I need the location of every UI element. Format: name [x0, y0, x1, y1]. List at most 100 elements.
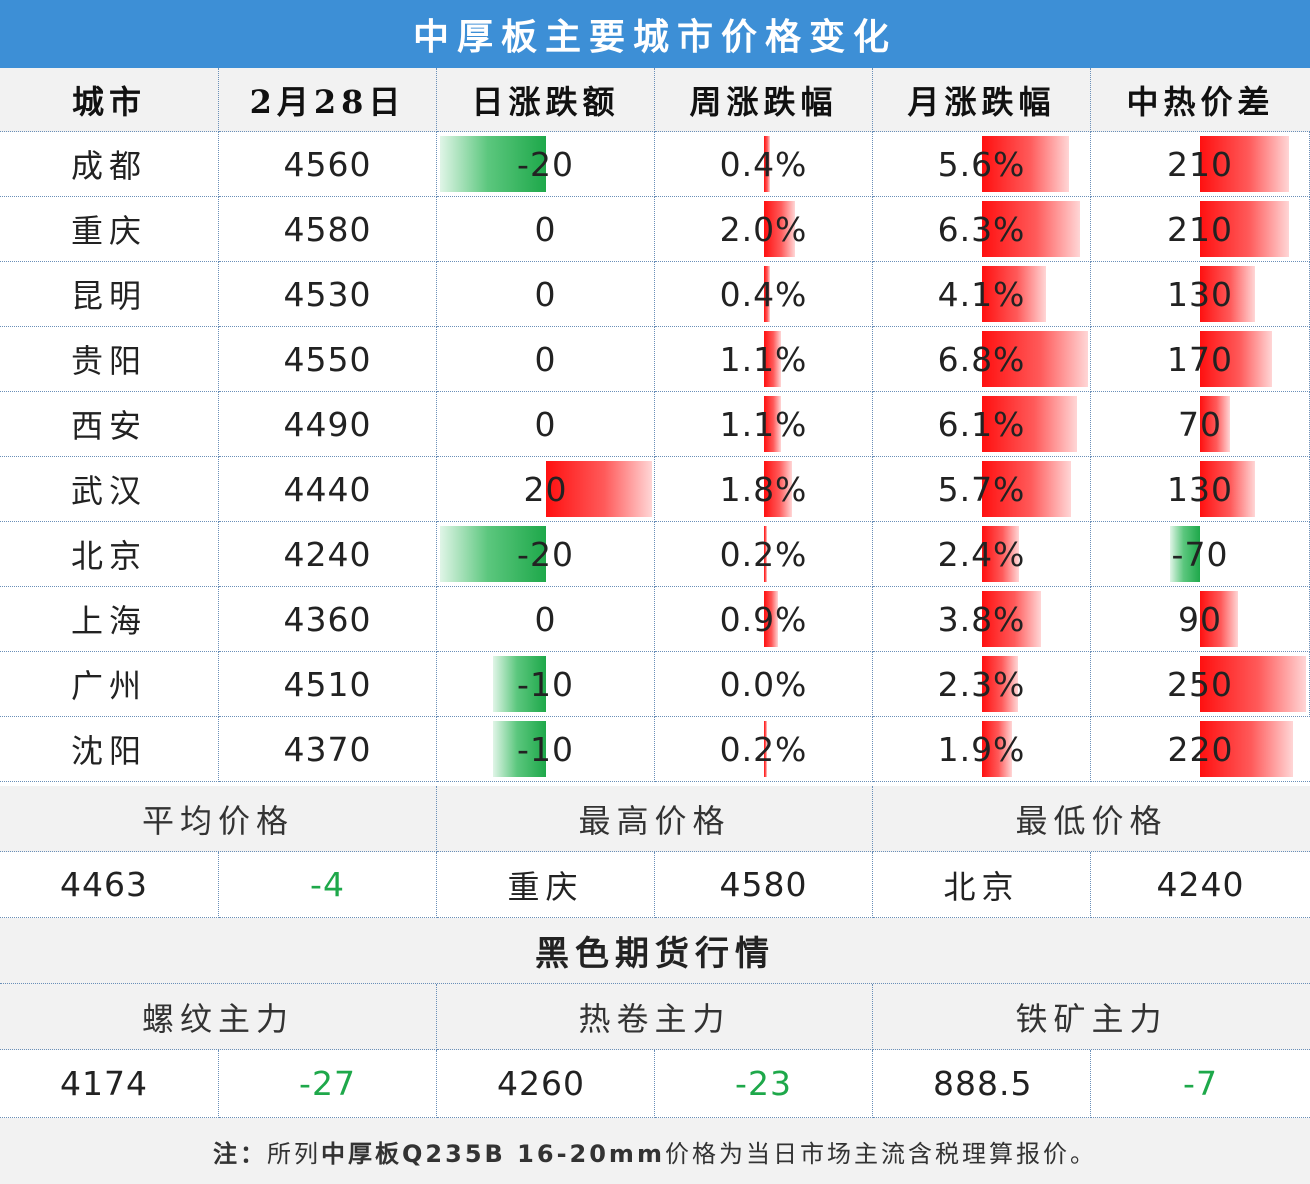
daily-change-cell: -10 [437, 717, 655, 782]
monthly-change-cell: 2.4% [873, 522, 1091, 587]
daily-change-cell: 0 [437, 327, 655, 392]
weekly-change-cell-text: 0.4% [719, 274, 808, 314]
city-cell-text: 上海 [70, 602, 147, 640]
city-cell-text: 重庆 [70, 212, 147, 250]
data-bar [493, 656, 546, 712]
monthly-change-cell-text: 2.3% [937, 664, 1026, 704]
price-cell-text: 4560 [283, 144, 372, 184]
spread-cell: 130 [1091, 457, 1310, 522]
price-cell: 4240 [219, 522, 437, 587]
rebar-label: 螺纹主力 [0, 984, 437, 1050]
data-bar [493, 721, 546, 777]
data-bar [982, 721, 1012, 777]
spread-cell: 90 [1091, 587, 1310, 652]
ore-label: 铁矿主力 [873, 984, 1310, 1050]
spread-cell: 210 [1091, 132, 1310, 197]
data-bar [764, 591, 779, 647]
weekly-change-cell-text: 0.0% [719, 664, 808, 704]
weekly-change-cell: 0.0% [655, 652, 873, 717]
data-bar [982, 591, 1042, 647]
daily-change-cell: 0 [437, 587, 655, 652]
summary-labels: 平均价格 最高价格 最低价格 [0, 786, 1310, 852]
data-bar [440, 136, 546, 192]
data-bar [982, 461, 1071, 517]
daily-change-cell: 0 [437, 392, 655, 457]
page-title: 中厚板主要城市价格变化 [0, 0, 1310, 68]
spread-cell-text: 90 [1178, 599, 1222, 639]
futures-values: 4174 -27 4260 -23 888.5 -7 [0, 1050, 1310, 1118]
data-bar [546, 461, 652, 517]
price-cell: 4510 [219, 652, 437, 717]
spread-cell: -70 [1091, 522, 1310, 587]
price-cell-text: 4360 [283, 599, 372, 639]
data-bar [1200, 331, 1273, 387]
spread-cell-text: 250 [1167, 664, 1233, 704]
monthly-change-cell: 3.8% [873, 587, 1091, 652]
price-cell-text: 4530 [283, 274, 372, 314]
daily-change-cell-text: -20 [517, 534, 574, 574]
city-cell: 广州 [0, 652, 219, 717]
price-cell-text: 4580 [283, 209, 372, 249]
city-cell-text: 昆明 [70, 277, 147, 315]
data-bar [1200, 461, 1256, 517]
daily-change-cell-text: 0 [534, 404, 557, 444]
monthly-change-cell-text: 2.4% [937, 534, 1026, 574]
monthly-change-cell-text: 1.9% [937, 729, 1026, 769]
ore-value: 888.5 [873, 1050, 1091, 1118]
data-bar [1200, 396, 1230, 452]
weekly-change-cell: 0.2% [655, 522, 873, 587]
daily-change-cell: -10 [437, 652, 655, 717]
monthly-change-cell: 5.7% [873, 457, 1091, 522]
weekly-change-cell: 1.8% [655, 457, 873, 522]
monthly-change-cell-text: 5.7% [937, 469, 1026, 509]
weekly-change-cell: 0.2% [655, 717, 873, 782]
daily-change-cell-text: 20 [523, 469, 568, 509]
data-bar [764, 526, 768, 582]
header-spread: 中热价差 [1091, 68, 1310, 132]
price-cell: 4360 [219, 587, 437, 652]
monthly-change-cell-text: 6.1% [937, 404, 1026, 444]
weekly-change-cell-text: 0.9% [719, 599, 808, 639]
note-prefix: 注： [213, 1138, 268, 1168]
city-cell: 沈阳 [0, 717, 219, 782]
daily-change-cell: 0 [437, 197, 655, 262]
daily-change-cell-text: 0 [534, 339, 557, 379]
data-bar [764, 266, 771, 322]
monthly-change-cell-text: 4.1% [937, 274, 1026, 314]
monthly-change-cell: 4.1% [873, 262, 1091, 327]
data-bar [982, 136, 1070, 192]
data-bar [982, 526, 1020, 582]
spread-cell-text: 220 [1167, 729, 1234, 769]
note-bold: 中厚板Q235B 16-20mm [321, 1139, 665, 1168]
monthly-change-cell-text: 3.8% [937, 599, 1026, 639]
daily-change-cell: 20 [437, 457, 655, 522]
city-cell-text: 沈阳 [70, 732, 147, 770]
spread-cell: 70 [1091, 392, 1310, 457]
header-weekly-change: 周涨跌幅 [655, 68, 873, 132]
city-cell: 重庆 [0, 197, 219, 262]
data-bar [764, 136, 771, 192]
city-cell: 武汉 [0, 457, 219, 522]
price-cell: 4530 [219, 262, 437, 327]
data-bar [440, 526, 546, 582]
monthly-change-cell-text: 6.8% [937, 339, 1026, 379]
futures-labels: 螺纹主力 热卷主力 铁矿主力 [0, 984, 1310, 1050]
daily-change-cell: -20 [437, 132, 655, 197]
city-cell-text: 西安 [70, 407, 147, 445]
city-cell: 昆明 [0, 262, 219, 327]
monthly-change-cell: 1.9% [873, 717, 1091, 782]
price-cell: 4490 [219, 392, 437, 457]
weekly-change-cell: 1.1% [655, 392, 873, 457]
data-bar [1200, 201, 1290, 257]
city-cell-text: 成都 [70, 147, 147, 185]
max-price-label: 最高价格 [437, 786, 873, 852]
data-bar [982, 331, 1088, 387]
price-cell-text: 4510 [283, 664, 372, 704]
header-date: 2月28日 [219, 68, 437, 132]
hrc-change: -23 [655, 1050, 873, 1118]
weekly-change-cell: 0.9% [655, 587, 873, 652]
daily-change-cell-text: -20 [517, 144, 574, 184]
price-cell: 4580 [219, 197, 437, 262]
price-cell: 4440 [219, 457, 437, 522]
